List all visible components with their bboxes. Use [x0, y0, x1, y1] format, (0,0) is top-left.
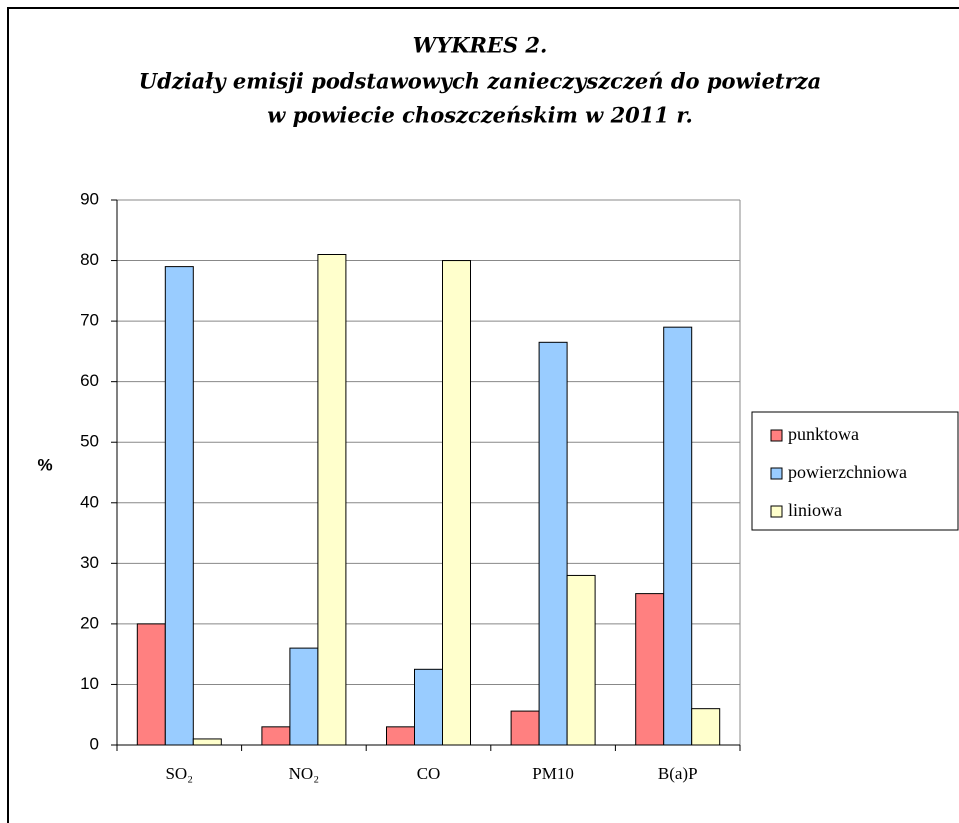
- bar: [566, 574, 596, 746]
- bar: [442, 260, 471, 746]
- legend-swatch: [770, 429, 783, 442]
- bar: [261, 726, 291, 746]
- x-tick-label: B(a)P: [658, 764, 698, 783]
- bar: [136, 623, 166, 746]
- legend-swatch: [770, 467, 783, 480]
- y-tick-label: 30: [80, 553, 99, 572]
- x-tick-label: PM10: [532, 764, 574, 783]
- y-axis-label: %: [37, 455, 52, 474]
- bar: [663, 326, 693, 746]
- legend-label: punktowa: [788, 424, 859, 444]
- x-tick-label: NO₂: [289, 764, 319, 783]
- chart-title: w powiecie choszczeńskim w 2011 r.: [267, 103, 693, 128]
- bar: [289, 647, 319, 746]
- bar: [538, 341, 568, 746]
- bar: [164, 266, 194, 746]
- x-tick-label: CO: [417, 764, 441, 783]
- legend-label: liniowa: [788, 500, 842, 520]
- y-tick-label: 40: [80, 492, 99, 511]
- legend-swatch: [770, 505, 783, 518]
- chart-title: Udziały emisji podstawowych zanieczyszcz…: [139, 69, 821, 94]
- y-tick-label: 80: [80, 250, 99, 269]
- y-tick-label: 10: [80, 674, 99, 693]
- bar: [691, 708, 721, 746]
- frame: [7, 7, 959, 823]
- bar: [386, 726, 415, 746]
- x-tick-label: SO₂: [165, 764, 193, 783]
- y-tick-label: 50: [80, 432, 99, 451]
- y-tick-label: 70: [80, 311, 99, 330]
- y-tick-label: 0: [90, 734, 99, 753]
- y-tick-label: 20: [80, 613, 99, 632]
- bar: [635, 593, 665, 746]
- y-tick-label: 60: [80, 371, 99, 390]
- bar: [510, 710, 540, 746]
- bar: [414, 668, 443, 746]
- chart-title: WYKRES 2.: [413, 33, 548, 58]
- bar: [192, 738, 222, 746]
- legend-label: powierzchniowa: [788, 462, 907, 482]
- legend: [751, 411, 959, 531]
- y-tick-label: 90: [80, 189, 99, 208]
- bar: [317, 254, 347, 746]
